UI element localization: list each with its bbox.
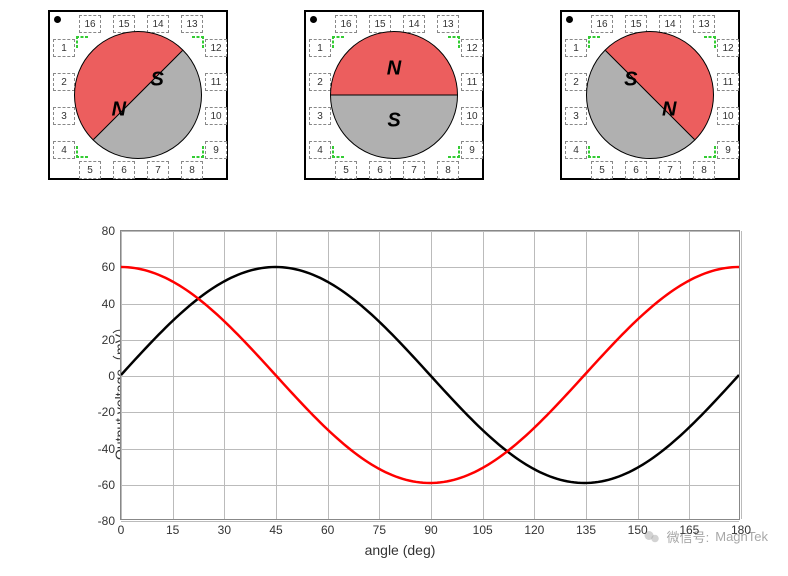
pin-11: 11: [717, 73, 739, 91]
x-tick-label: 90: [424, 523, 437, 537]
north-pole-label: N: [387, 58, 401, 81]
south-pole-label: S: [624, 68, 637, 91]
north-pole-label: N: [662, 99, 676, 122]
pin-2: 2: [53, 73, 75, 91]
x-axis-label: angle (deg): [365, 542, 436, 558]
pin-2: 2: [565, 73, 587, 91]
pin-8: 8: [693, 161, 715, 179]
grid-line-h: [121, 521, 739, 522]
pin-4: 4: [309, 141, 331, 159]
pin-9: 9: [717, 141, 739, 159]
x-tick-label: 60: [321, 523, 334, 537]
pin-2: 2: [309, 73, 331, 91]
y-tick-label: 40: [102, 297, 115, 311]
sensor-diagram-2: 16151413567812341211109NS: [304, 10, 484, 180]
pin-12: 12: [717, 39, 739, 57]
pin-1: 1: [565, 39, 587, 57]
x-tick-label: 15: [166, 523, 179, 537]
pin-6: 6: [625, 161, 647, 179]
sensor-diagram-1: 16151413567812341211109NS: [48, 10, 228, 180]
x-tick-label: 45: [269, 523, 282, 537]
y-tick-label: 20: [102, 333, 115, 347]
sensor-diagram-3: 16151413567812341211109NS: [560, 10, 740, 180]
x-tick-label: 75: [373, 523, 386, 537]
x-tick-label: 30: [218, 523, 231, 537]
south-pole-label: S: [151, 68, 164, 91]
watermark: 微信号: MagnTek: [643, 527, 768, 546]
pin-7: 7: [403, 161, 425, 179]
chart-curves: [121, 231, 739, 519]
sensor-diagrams-row: 16151413567812341211109NS 16151413567812…: [0, 0, 788, 180]
pin-3: 3: [53, 107, 75, 125]
pin-1: 1: [309, 39, 331, 57]
grid-line-v: [741, 231, 742, 519]
pin-9: 9: [461, 141, 483, 159]
y-tick-label: -40: [98, 442, 115, 456]
y-tick-label: 80: [102, 224, 115, 238]
plot-area: 0153045607590105120135150165180-80-60-40…: [120, 230, 740, 520]
y-tick-label: -20: [98, 405, 115, 419]
pin1-marker-dot: [310, 16, 317, 23]
pin-10: 10: [717, 107, 739, 125]
pin-10: 10: [205, 107, 227, 125]
pin-10: 10: [461, 107, 483, 125]
pin-8: 8: [437, 161, 459, 179]
watermark-prefix: 微信号:: [667, 527, 710, 546]
pin-5: 5: [591, 161, 613, 179]
voltage-chart: Output voltage（mV） angle (deg) 015304560…: [40, 220, 760, 560]
x-tick-label: 105: [473, 523, 493, 537]
wechat-icon: [643, 528, 661, 546]
pin-4: 4: [565, 141, 587, 159]
pin-12: 12: [461, 39, 483, 57]
pin-12: 12: [205, 39, 227, 57]
pin-8: 8: [181, 161, 203, 179]
pin-5: 5: [335, 161, 357, 179]
magnet: NS: [330, 31, 458, 159]
x-tick-label: 0: [118, 523, 125, 537]
pin-7: 7: [147, 161, 169, 179]
x-tick-label: 120: [524, 523, 544, 537]
pin-11: 11: [205, 73, 227, 91]
pin-5: 5: [79, 161, 101, 179]
pin-3: 3: [309, 107, 331, 125]
series-sin2x: [121, 267, 739, 483]
magnet: NS: [74, 31, 202, 159]
pin1-marker-dot: [54, 16, 61, 23]
pin-3: 3: [565, 107, 587, 125]
y-tick-label: 60: [102, 260, 115, 274]
south-pole-label: S: [387, 109, 400, 132]
north-pole-label: N: [112, 99, 126, 122]
y-tick-label: -60: [98, 478, 115, 492]
watermark-text: MagnTek: [715, 529, 768, 544]
pin-6: 6: [369, 161, 391, 179]
pin-6: 6: [113, 161, 135, 179]
pin-1: 1: [53, 39, 75, 57]
y-tick-label: 0: [108, 369, 115, 383]
magnet: NS: [586, 31, 714, 159]
pin1-marker-dot: [566, 16, 573, 23]
pin-9: 9: [205, 141, 227, 159]
pin-11: 11: [461, 73, 483, 91]
pin-7: 7: [659, 161, 681, 179]
y-tick-label: -80: [98, 514, 115, 528]
x-tick-label: 135: [576, 523, 596, 537]
pin-4: 4: [53, 141, 75, 159]
